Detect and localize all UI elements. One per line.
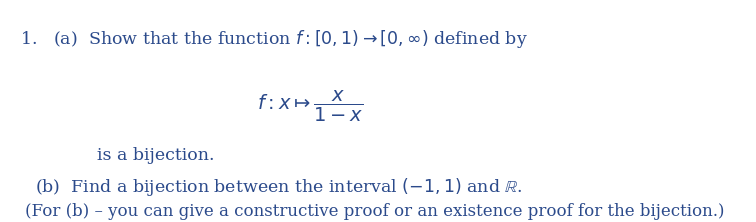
Text: is a bijection.: is a bijection.	[97, 147, 215, 164]
Text: $f : x \mapsto \dfrac{x}{1 - x}$: $f : x \mapsto \dfrac{x}{1 - x}$	[257, 89, 364, 124]
Text: (For (b) – you can give a constructive proof or an existence proof for the bijec: (For (b) – you can give a constructive p…	[25, 202, 724, 220]
Text: (b)  Find a bijection between the interval $(-1, 1)$ and $\mathbb{R}$.: (b) Find a bijection between the interva…	[36, 176, 523, 198]
Text: 1.   (a)  Show that the function $f : [0, 1) \rightarrow [0, \infty)$ defined by: 1. (a) Show that the function $f : [0, 1…	[20, 28, 528, 50]
